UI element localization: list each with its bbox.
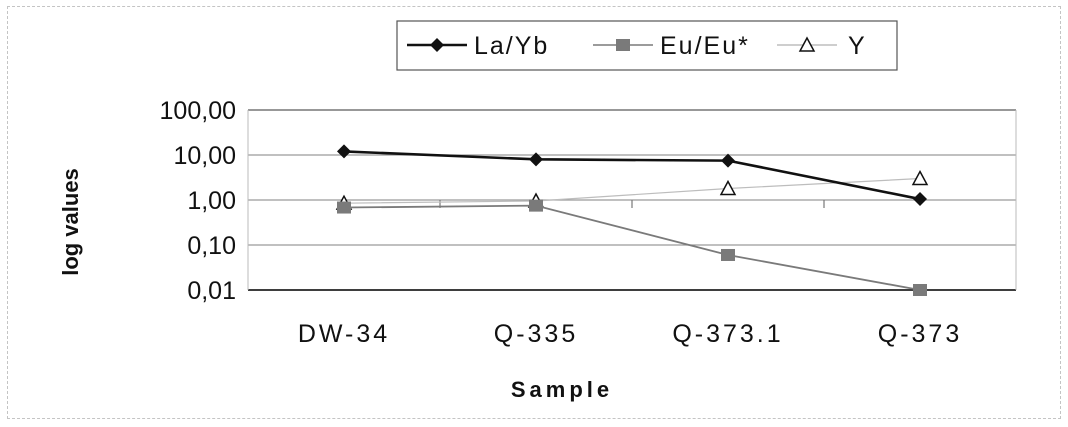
plot-area [247, 109, 1017, 291]
series-line [343, 150, 921, 201]
data-point [337, 201, 351, 214]
chart-frame [7, 6, 1061, 419]
data-point [529, 152, 543, 167]
x-tick-label: DW-34 [298, 320, 390, 348]
legend-label: Y [848, 32, 867, 60]
legend-label: Eu/Eu* [660, 32, 750, 60]
data-point [337, 144, 351, 159]
data-point [721, 248, 735, 261]
legend-item-la-yb: La/Yb [407, 32, 549, 60]
legend-marker [430, 38, 444, 52]
series-la-yb [337, 144, 927, 207]
y-tick-label: 10,00 [173, 142, 236, 170]
data-point [719, 179, 737, 196]
y-axis-title: log values [58, 168, 83, 276]
legend-marker [798, 36, 816, 52]
x-tick-label: Q-373.1 [672, 320, 783, 348]
data-point [913, 284, 927, 296]
y-tick-label: 0,10 [187, 232, 236, 260]
x-axis: DW-34 Q-335 Q-373.1 Q-373 [298, 200, 962, 348]
y-tick-label: 1,00 [187, 187, 236, 215]
series-layer [335, 144, 929, 296]
y-tick-label: 0,01 [187, 277, 236, 305]
x-tick-label: Q-373 [878, 320, 962, 348]
data-point [911, 169, 929, 186]
legend: La/Yb Eu/Eu* Y [396, 20, 898, 71]
y-axis: 100,00 10,00 1,00 0,10 0,01 [160, 97, 236, 305]
x-axis-title: Sample [511, 377, 613, 402]
data-point [529, 199, 543, 212]
series-line [343, 177, 921, 204]
x-tick-label: Q-335 [494, 320, 578, 348]
legend-item-eu-eu-: Eu/Eu* [593, 32, 750, 60]
legend-marker [616, 39, 630, 51]
data-point [913, 192, 927, 207]
legend-item-y: Y [777, 32, 867, 60]
series-eu-eu- [337, 199, 927, 296]
legend-label: La/Yb [474, 32, 549, 60]
data-point [721, 153, 735, 168]
y-tick-label: 100,00 [160, 97, 236, 125]
series-line [343, 204, 921, 291]
